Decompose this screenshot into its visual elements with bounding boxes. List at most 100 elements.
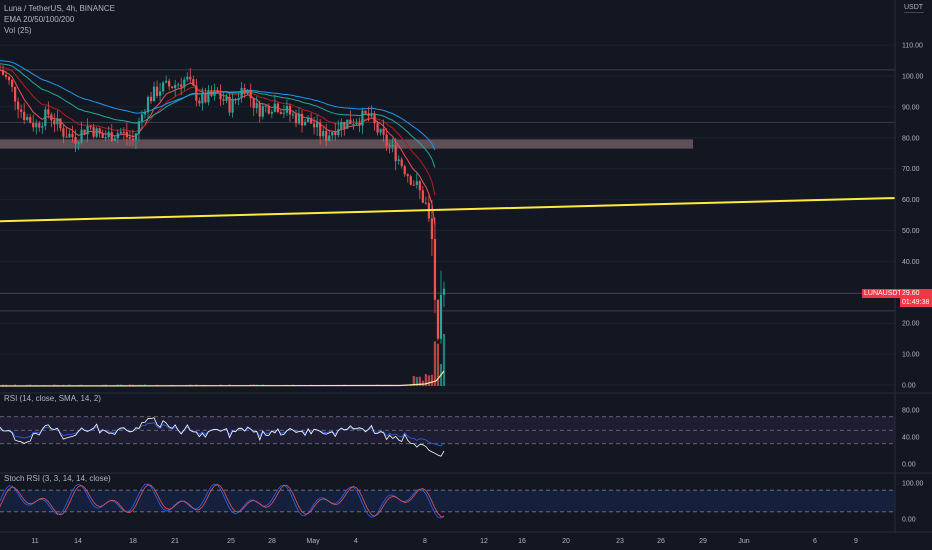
candle-body — [334, 132, 337, 136]
candle-body — [107, 132, 110, 138]
time-tick-label: 6 — [813, 538, 817, 545]
volume-bars — [0, 333, 446, 387]
candle-body — [397, 159, 400, 162]
candle-body — [171, 86, 174, 89]
candle-body — [273, 103, 276, 112]
price-tick-label: 10.00 — [902, 352, 920, 359]
price-tick-label: 80.00 — [902, 135, 920, 142]
stoch-tick-label: 100.00 — [902, 481, 924, 488]
candle-body — [56, 118, 59, 125]
time-tick-label: 14 — [74, 538, 82, 545]
candle-body — [316, 122, 319, 128]
ema-legend[interactable]: EMA 20/50/100/200 — [4, 15, 75, 24]
candle-body — [213, 90, 216, 96]
volume-bar — [1, 384, 5, 386]
candle-body — [68, 133, 71, 138]
candle-body — [270, 111, 273, 114]
candle-body — [14, 86, 17, 102]
candle-body — [394, 145, 397, 162]
candle-body — [352, 124, 355, 126]
time-tick-label: 23 — [616, 538, 624, 545]
candle-body — [189, 76, 192, 80]
candle-body — [95, 128, 98, 137]
time-tick-label: 28 — [268, 538, 276, 545]
candle-body — [26, 116, 29, 120]
time-tick-label: 29 — [699, 538, 707, 545]
candle-body — [373, 113, 376, 124]
price-tick-label: 0.00 — [902, 383, 916, 390]
symbol-price-tag: LUNAUSDT — [862, 289, 904, 298]
candle-body — [125, 131, 128, 138]
candle-body — [143, 112, 147, 115]
candle-body — [234, 99, 237, 101]
candle-body — [101, 133, 104, 138]
candle-body — [183, 79, 186, 88]
candle-body — [412, 184, 415, 186]
price-tick-label: 100.00 — [902, 74, 924, 81]
candle-body — [222, 99, 225, 101]
candle-body — [442, 288, 446, 295]
candle-body — [225, 96, 228, 101]
candle-body — [300, 113, 304, 126]
volume-bar — [424, 374, 427, 386]
candle-body — [53, 120, 56, 125]
volume-legend[interactable]: Vol (25) — [4, 26, 32, 35]
candle-body — [415, 181, 418, 185]
price-tick-label: 110.00 — [902, 43, 923, 50]
stoch-d-line — [0, 484, 445, 518]
price-tick-label: 70.00 — [902, 166, 920, 173]
candle-body — [421, 190, 424, 203]
candle-body — [303, 121, 307, 126]
candle-body — [249, 89, 252, 99]
candle-body — [210, 90, 213, 96]
candle-body — [285, 105, 289, 113]
candle-body — [38, 123, 41, 128]
candle-body — [74, 137, 77, 144]
candle-body — [243, 88, 246, 94]
candle-body — [288, 105, 292, 115]
candle-body — [340, 122, 343, 130]
rsi-legend[interactable]: RSI (14, close, SMA, 14, 2) — [4, 394, 101, 403]
candle-body — [228, 96, 231, 113]
candle-body — [131, 138, 134, 140]
candle-body — [391, 145, 394, 147]
candle-body — [240, 88, 243, 99]
candle-body — [364, 110, 367, 114]
candlesticks — [0, 64, 446, 344]
symbol-legend[interactable]: Luna / TetherUS, 4h, BINANCE — [4, 4, 116, 13]
last-price-tag: 29.60 — [900, 289, 932, 298]
rsi-line — [0, 417, 445, 457]
candle-body — [276, 103, 279, 113]
candle-body — [258, 103, 261, 117]
candle-body — [149, 96, 153, 102]
candle-body — [385, 134, 388, 146]
candle-body — [29, 116, 32, 123]
volume-bar — [442, 333, 446, 386]
time-tick-label: 4 — [354, 538, 358, 545]
candle-body — [41, 126, 44, 128]
candle-body — [174, 85, 177, 89]
candle-body — [113, 138, 116, 141]
candle-body — [128, 137, 131, 139]
candle-body — [264, 105, 267, 107]
currency-label: USDT — [904, 4, 924, 13]
candle-body — [180, 84, 183, 88]
candle-body — [343, 122, 346, 129]
stoch-legend[interactable]: Stoch RSI (3, 3, 14, 14, close) — [4, 474, 111, 483]
volume-bar — [415, 376, 418, 386]
candle-body — [267, 105, 270, 114]
time-tick-label: 11 — [31, 538, 38, 545]
candle-body — [186, 76, 189, 80]
price-tick-label: 50.00 — [902, 228, 920, 235]
volume-bar — [421, 380, 424, 386]
candle-body — [331, 132, 334, 136]
candle-body — [237, 98, 240, 100]
candle-body — [346, 119, 349, 129]
candle-body — [4, 74, 8, 77]
candle-body — [192, 79, 195, 86]
candle-body — [35, 123, 38, 128]
candle-body — [337, 129, 340, 136]
candle-body — [119, 131, 122, 134]
candle-body — [349, 119, 352, 125]
